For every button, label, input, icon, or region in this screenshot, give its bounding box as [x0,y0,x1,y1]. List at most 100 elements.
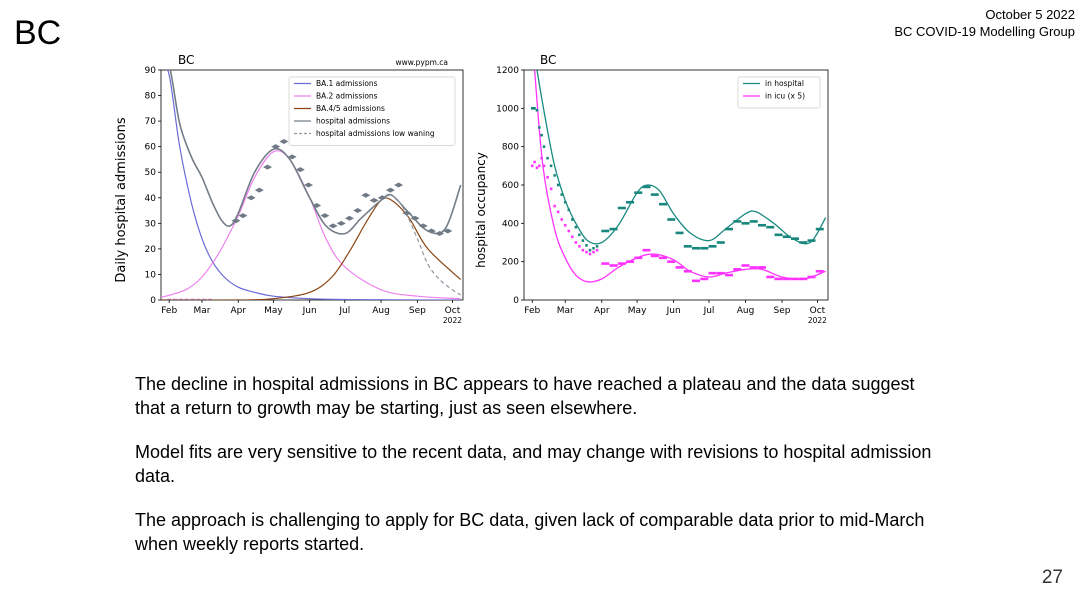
occupancy-chart-title: BC [540,53,556,67]
hospital-data-point [533,107,536,110]
hospital-data-point [571,218,574,221]
hospital-data-point [708,245,717,248]
x-tick-label: Mar [557,306,574,316]
y-tick-label: 90 [145,66,157,76]
icu-data-point [578,245,581,248]
x-tick-label: Sep [774,306,791,316]
x-tick-label: Sep [409,306,426,316]
data-point [435,231,445,237]
icu-data-point [533,160,536,164]
data-point [320,213,330,219]
admissions-chart-watermark: www.pypm.ca [396,58,448,67]
x-tick-label: Aug [737,306,755,316]
icu-data-point [585,250,588,254]
data-point [426,228,436,234]
hospital-data-point [725,227,734,231]
admissions-chart-title: BC [178,53,194,67]
x-tick-label: Apr [230,306,246,316]
plot-frame [160,69,464,301]
hospital-data-point [574,225,578,229]
x-tick-label: Feb [524,306,540,316]
slide-header-info: October 5 2022 BC COVID-19 Modelling Gro… [894,6,1075,40]
icu-data-point [650,254,659,258]
hospital-data-point [549,164,553,168]
hospital-data-point [530,107,534,110]
x-tick-label: Jul [338,306,350,316]
y-tick-label: 400 [502,219,519,229]
hospital-data-point [667,218,676,221]
x-tick-label: Oct [810,306,826,316]
legend-label: BA.4/5 admissions [316,104,385,113]
icu-data-point [617,262,626,265]
data-point [385,187,395,193]
icu-data-point [601,262,610,265]
icu-data-point [546,176,549,179]
icu-data-point [782,277,791,281]
hospital-data-point [749,220,758,223]
x-tick-label: Oct [445,306,461,316]
icu-data-point [571,235,574,239]
icu-data-point [733,268,742,271]
hospital-data-point [799,241,808,244]
hospital-data-point [650,193,659,196]
y-tick-label: 0 [150,296,156,306]
icu-data-point [758,266,767,269]
series-line [533,70,826,283]
early-data-point [184,298,189,300]
icu-data-point [535,166,539,170]
x-tick-label: Jul [703,306,715,316]
hospital-data-point [741,222,750,225]
slide-date: October 5 2022 [985,7,1075,22]
icu-data-point [567,229,571,233]
hospital-data-point [675,231,684,235]
icu-data-point [626,260,635,263]
icu-data-point [592,250,595,254]
data-point [402,210,412,216]
x-tick-label: Mar [193,306,210,316]
hospital-data-point [560,193,563,196]
icu-data-point [741,264,750,267]
hospital-data-point [578,233,581,237]
y-tick-label: 20 [145,245,157,255]
hospital-data-point [700,246,709,250]
hospital-data-point [766,225,775,229]
early-data-point [173,298,178,300]
y-tick-label: 0 [513,296,519,306]
icu-data-point [700,277,709,281]
y-tick-label: 80 [145,92,157,102]
plot-area [530,70,827,283]
x-tick-label: Apr [594,306,610,316]
x-year-label: 2022 [808,316,827,325]
legend-label: in icu (x 5) [765,92,805,101]
early-data-point [196,298,201,300]
hospital-data-point [807,239,816,242]
hospital-data-point [592,246,595,250]
hospital-data-point [601,229,610,233]
hospital-data-point [733,220,742,223]
series-line [166,70,461,300]
hospital-data-point [535,108,539,112]
hospital-data-point [782,235,791,239]
hospital-data-point [609,227,618,231]
icu-data-point [563,223,567,227]
data-point [328,223,338,229]
series-line [161,150,461,300]
y-tick-label: 200 [502,258,519,268]
data-point [377,195,387,201]
data-point [418,223,428,229]
hospital-data-point [567,208,571,212]
hospital-data-point [588,248,592,252]
hospital-data-point [553,174,556,177]
icu-data-point [560,218,563,221]
data-point [238,213,248,219]
admissions-chart: BC www.pypm.ca Daily hospital admissions… [114,53,464,325]
series-line [536,70,827,245]
data-point [287,154,297,160]
icu-data-point [609,264,618,267]
admissions-chart-ylabel: Daily hospital admissions [114,117,129,283]
early-data-point [202,298,207,300]
icu-data-point [807,275,816,279]
icu-data-point [692,279,701,283]
paragraph: The approach is challenging to apply for… [135,510,925,554]
early-data-point [190,298,195,300]
